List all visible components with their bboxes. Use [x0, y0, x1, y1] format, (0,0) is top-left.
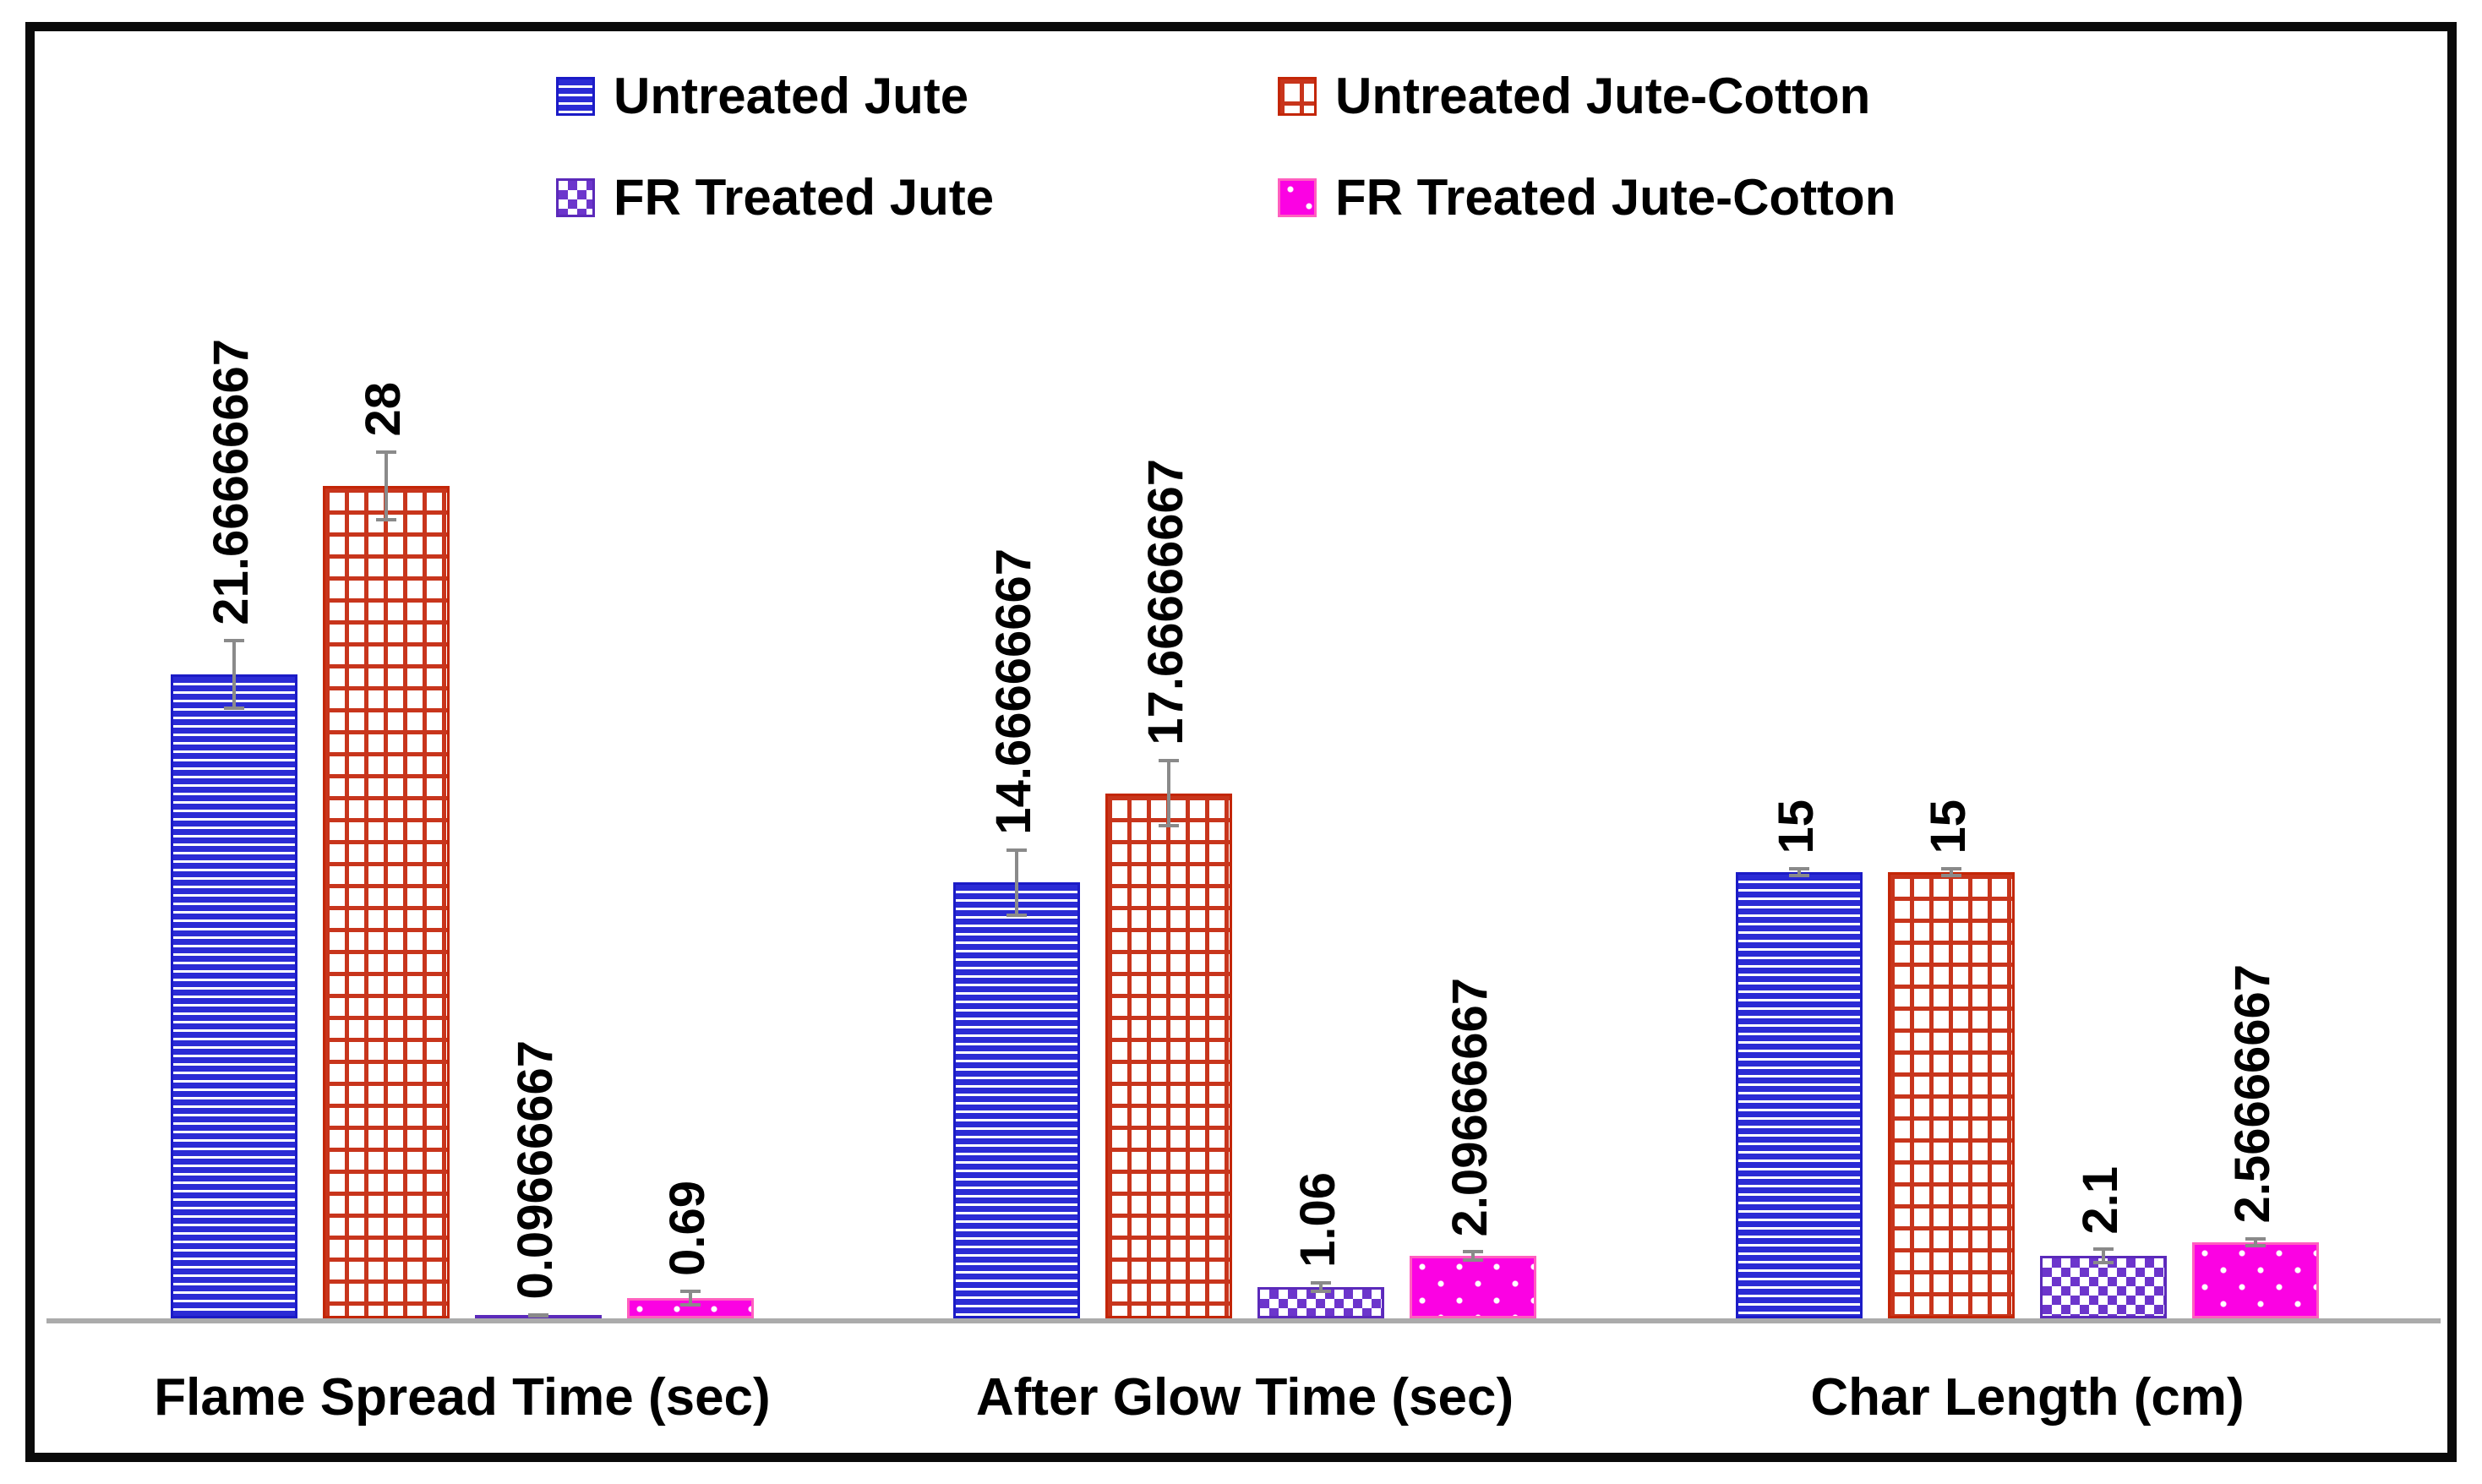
error-bar-bottom-cap [528, 1314, 548, 1318]
bar-value-label: 15 [1769, 799, 1824, 854]
bar-value-label: 21.66666667 [204, 338, 259, 625]
error-bar-bottom-cap [1006, 913, 1027, 917]
legend-swatch-fr-treated-jute-cotton [1278, 178, 1317, 217]
category-label-after-glow-time: After Glow Time (sec) [975, 1368, 1514, 1427]
error-bar [224, 638, 244, 710]
bar-value-label: 17.66666667 [1138, 459, 1193, 746]
error-bar [1463, 1250, 1483, 1263]
bar-value-label: 0.09666667 [508, 1040, 563, 1300]
error-bar-line [2102, 1247, 2105, 1264]
error-bar-line [1950, 867, 1953, 878]
error-bar [376, 450, 396, 522]
error-bar-bottom-cap [1463, 1258, 1483, 1263]
bar-value-label: 14.66666667 [986, 548, 1041, 835]
error-bar-line [1471, 1250, 1475, 1263]
error-bar-bottom-cap [1311, 1289, 1331, 1293]
legend-label-fr-treated-jute-cotton: FR Treated Jute-Cotton [1335, 169, 1896, 226]
error-bar-bottom-cap [1159, 824, 1179, 827]
error-bar [1941, 867, 1961, 878]
error-bar-bottom-cap [2245, 1243, 2266, 1247]
error-bar-line [1319, 1280, 1323, 1293]
bar-untreated-jute-cotton-char-length-cm- [1888, 872, 2015, 1318]
error-bar-line [2254, 1236, 2257, 1247]
error-bar-line [1167, 759, 1170, 827]
bar-value-label: 2.09666667 [1443, 977, 1497, 1237]
bar-value-label: 2.56666667 [2225, 964, 2280, 1224]
legend-item-untreated-jute: Untreated Jute [556, 71, 968, 122]
error-bar-line [1015, 848, 1018, 917]
legend-label-untreated-jute-cotton: Untreated Jute-Cotton [1335, 68, 1871, 124]
bar-untreated-jute-flame-spread-time-sec- [171, 674, 297, 1318]
error-bar [680, 1289, 701, 1307]
legend-swatch-untreated-jute [556, 77, 595, 116]
bar-untreated-jute-cotton-flame-spread-time-sec- [323, 486, 450, 1318]
legend-label-untreated-jute: Untreated Jute [614, 68, 969, 124]
error-bar-line [689, 1289, 692, 1307]
error-bar [2093, 1247, 2114, 1264]
bar-untreated-jute-after-glow-time-sec- [953, 882, 1080, 1318]
bar-value-label: 2.1 [2073, 1165, 2128, 1235]
legend-swatch-fr-treated-jute [556, 178, 595, 217]
bar-value-label: 1.06 [1290, 1171, 1345, 1268]
error-bar [2245, 1236, 2266, 1247]
error-bar-bottom-cap [1789, 874, 1809, 878]
error-bar [1789, 867, 1809, 878]
error-bar-bottom-cap [2093, 1261, 2114, 1264]
bar-value-label: 28 [356, 382, 411, 437]
x-axis-line [46, 1318, 2441, 1323]
bar-untreated-jute-cotton-after-glow-time-sec- [1105, 793, 1232, 1318]
legend-item-fr-treated-jute: FR Treated Jute [556, 172, 994, 223]
legend-item-fr-treated-jute-cotton: FR Treated Jute-Cotton [1278, 172, 1896, 223]
error-bar-bottom-cap [376, 518, 396, 522]
bar-value-label: 15 [1921, 799, 1976, 854]
category-label-char-length: Char Length (cm) [1810, 1368, 2245, 1427]
error-bar-bottom-cap [1941, 874, 1961, 878]
error-bar-line [385, 450, 388, 522]
bar-fr-treated-jute-cotton-after-glow-time-sec- [1410, 1256, 1536, 1318]
bar-untreated-jute-char-length-cm- [1736, 872, 1863, 1318]
error-bar-line [1797, 867, 1801, 878]
error-bar [1006, 848, 1027, 917]
error-bar [1159, 759, 1179, 827]
legend-label-fr-treated-jute: FR Treated Jute [614, 169, 995, 226]
error-bar-bottom-cap [224, 707, 244, 710]
error-bar-bottom-cap [680, 1302, 701, 1307]
bar-value-label: 0.69 [660, 1181, 715, 1276]
chart-outer-frame [25, 22, 2457, 1462]
bar-fr-treated-jute-cotton-char-length-cm- [2192, 1241, 2319, 1318]
legend-swatch-untreated-jute-cotton [1278, 77, 1317, 116]
bar-fr-treated-jute-char-length-cm- [2040, 1256, 2167, 1318]
legend-item-untreated-jute-cotton: Untreated Jute-Cotton [1278, 71, 1870, 122]
error-bar [528, 1312, 548, 1318]
error-bar-line [232, 638, 236, 710]
bar-fr-treated-jute-after-glow-time-sec- [1257, 1286, 1384, 1318]
category-label-flame-spread-time: Flame Spread Time (sec) [154, 1368, 771, 1427]
error-bar [1311, 1280, 1331, 1293]
